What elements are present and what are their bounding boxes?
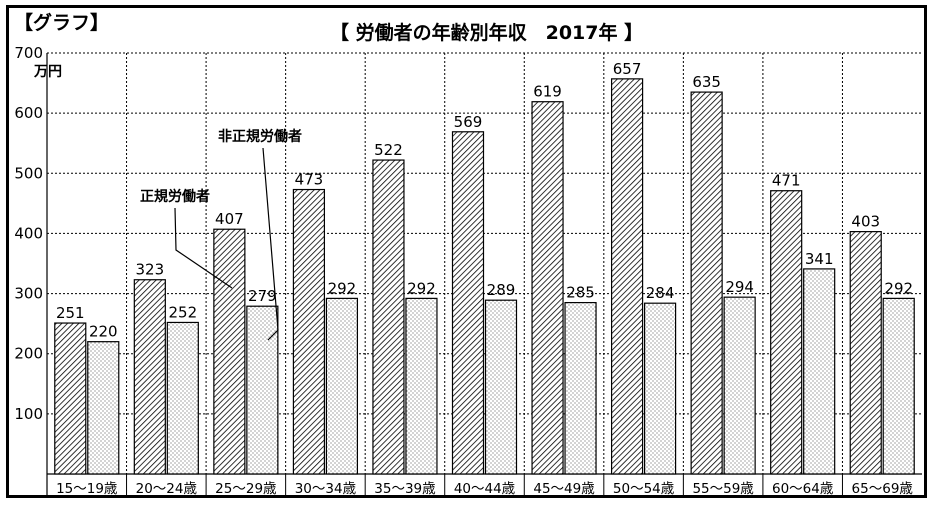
annotation-regular-label: 正規労働者 — [140, 188, 210, 205]
bar-nonregular — [87, 341, 120, 475]
x-tick-label: 40～44歳 — [454, 481, 516, 497]
bar-nonregular — [803, 268, 836, 475]
data-label: 279 — [248, 287, 277, 305]
x-tick-label: 15～19歳 — [56, 481, 118, 497]
bar-regular — [849, 231, 882, 475]
bar-nonregular — [643, 302, 677, 475]
data-label: 341 — [805, 250, 834, 268]
bar-regular — [292, 188, 326, 475]
x-tick-label: 20～24歳 — [136, 481, 198, 497]
annotation-nonregular-label: 非正規労働者 — [218, 128, 302, 145]
data-label: 251 — [56, 304, 85, 322]
data-label: 569 — [454, 113, 483, 131]
x-tick-label: 30～34歳 — [295, 481, 357, 497]
data-label: 522 — [374, 141, 403, 159]
axes: 100 200 300 400 500 600 700 15～19歳 20～24歳 25～29歳 3… — [14, 44, 922, 497]
bar-regular — [54, 322, 87, 475]
bar-regular — [213, 228, 246, 475]
y-tick-label: 400 — [14, 224, 43, 242]
data-labels: 251 323 407 473 522 569 619 657 635 471 403 220 252 2… — [56, 60, 913, 341]
data-label: 284 — [646, 284, 675, 302]
chart-title: 【 労働者の年齢別年収 2017年 】 — [330, 22, 644, 44]
bar-nonregular — [246, 305, 279, 475]
x-tick-label: 35～39歳 — [374, 481, 436, 497]
y-tick-label: 200 — [14, 345, 43, 363]
bar-nonregular — [405, 297, 438, 475]
annotation-nonregular-workers: 非正規労働者 — [218, 128, 302, 341]
x-tick-label: 45～49歳 — [533, 481, 595, 497]
y-tick-label: 600 — [14, 104, 43, 122]
y-axis-unit: 万円 — [33, 64, 62, 80]
data-label: 473 — [295, 171, 324, 189]
bar-nonregular — [166, 321, 199, 475]
x-tick-label: 65～69歳 — [852, 481, 914, 497]
data-label: 471 — [772, 172, 801, 190]
bar-regular — [770, 190, 803, 475]
y-tick-label: 100 — [14, 405, 43, 423]
data-label: 285 — [566, 284, 595, 302]
data-label: 292 — [328, 279, 357, 297]
bars — [54, 78, 915, 475]
x-tick-label: 55～59歳 — [692, 481, 754, 497]
bar-regular — [690, 91, 723, 475]
graph-tag: 【グラフ】 — [14, 12, 110, 34]
data-label: 292 — [884, 279, 913, 297]
data-label: 635 — [692, 73, 721, 91]
x-tick-label: 60～64歳 — [772, 481, 834, 497]
data-label: 292 — [407, 279, 436, 297]
annotation-regular-workers: 正規労働者 — [140, 188, 233, 289]
bar-nonregular — [882, 297, 915, 475]
data-label: 220 — [89, 323, 118, 341]
data-label: 619 — [533, 83, 562, 101]
bar-nonregular — [484, 299, 518, 475]
data-label: 289 — [487, 281, 516, 299]
bar-nonregular — [564, 301, 597, 475]
bar-nonregular — [723, 296, 756, 475]
x-tick-label: 50～54歳 — [613, 481, 675, 497]
data-label: 294 — [725, 278, 754, 296]
y-tick-label: 700 — [14, 44, 43, 62]
bar-regular — [133, 279, 166, 475]
x-tick-label: 25～29歳 — [215, 481, 277, 497]
data-label: 252 — [168, 303, 197, 321]
y-tick-label: 500 — [14, 164, 43, 182]
bar-regular — [451, 131, 485, 475]
y-tick-label: 300 — [14, 285, 43, 303]
bar-regular — [372, 159, 405, 475]
bar-nonregular — [325, 297, 359, 475]
bar-regular — [531, 101, 564, 475]
data-label: 657 — [613, 60, 642, 78]
data-label: 323 — [135, 261, 164, 279]
bar-regular — [610, 78, 644, 475]
data-label: 403 — [851, 213, 880, 231]
data-label: 407 — [215, 210, 244, 228]
